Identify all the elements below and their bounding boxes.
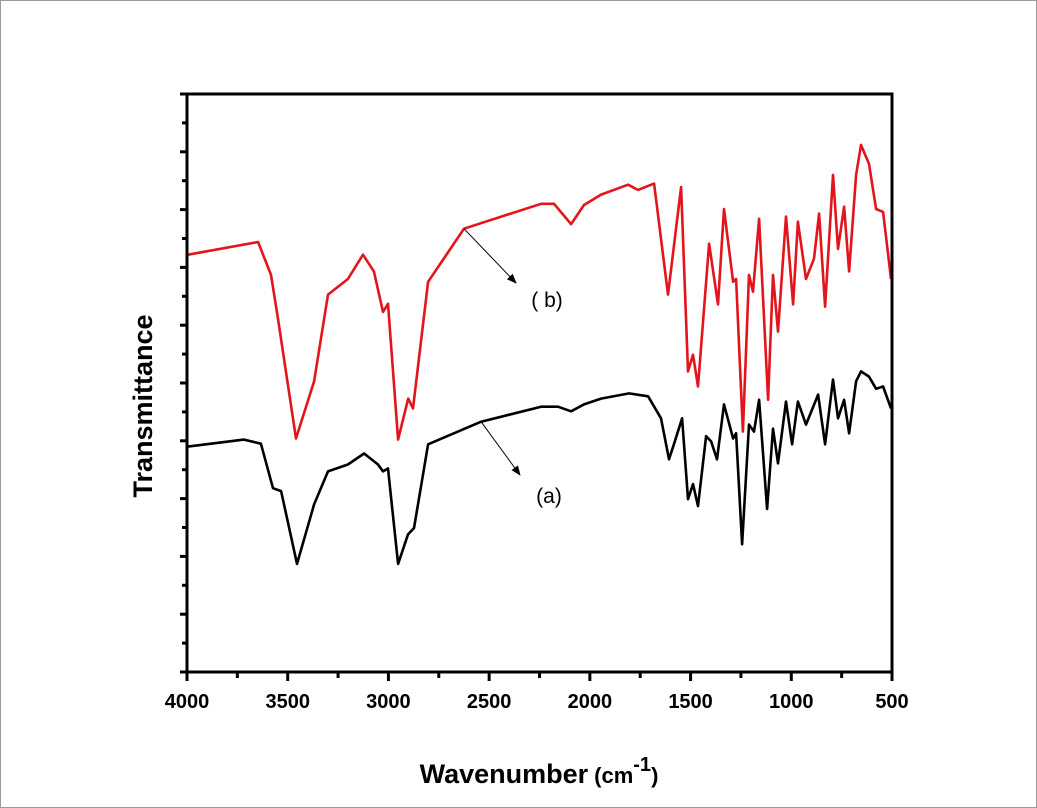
annotation-arrow-a	[480, 421, 521, 476]
series-line-b	[187, 143, 893, 441]
x-tick-label: 1000	[769, 691, 814, 713]
y-axis-title: Transmittance	[128, 314, 158, 497]
annotation-label-a: (a)	[536, 485, 562, 508]
x-axis-title-unit: (cm	[594, 763, 633, 788]
annotations: ( b) (a)	[463, 228, 563, 508]
x-tick-label: 2000	[568, 691, 613, 713]
annotation-arrow-b	[463, 228, 517, 284]
axis-ticks: 4000 3500 3000 2500 2000 1500 1000 500	[165, 92, 909, 713]
series-group	[187, 143, 893, 566]
x-axis-title-main: Wavenumber	[420, 759, 589, 789]
x-axis-title-close: )	[651, 763, 658, 788]
x-tick-label: 3500	[265, 691, 310, 713]
series-line-a	[187, 370, 893, 566]
x-tick-label: 3000	[366, 691, 411, 713]
annotation-label-b: ( b)	[531, 289, 563, 312]
x-axis-title: Wavenumber (cm-1)	[420, 754, 659, 789]
x-tick-label: 2500	[467, 691, 512, 713]
x-axis-title-sup: -1	[633, 754, 651, 776]
x-tick-label: 4000	[165, 691, 210, 713]
x-tick-label: 1500	[668, 691, 713, 713]
x-tick-label: 500	[875, 691, 908, 713]
plot-area-frame	[185, 92, 894, 674]
